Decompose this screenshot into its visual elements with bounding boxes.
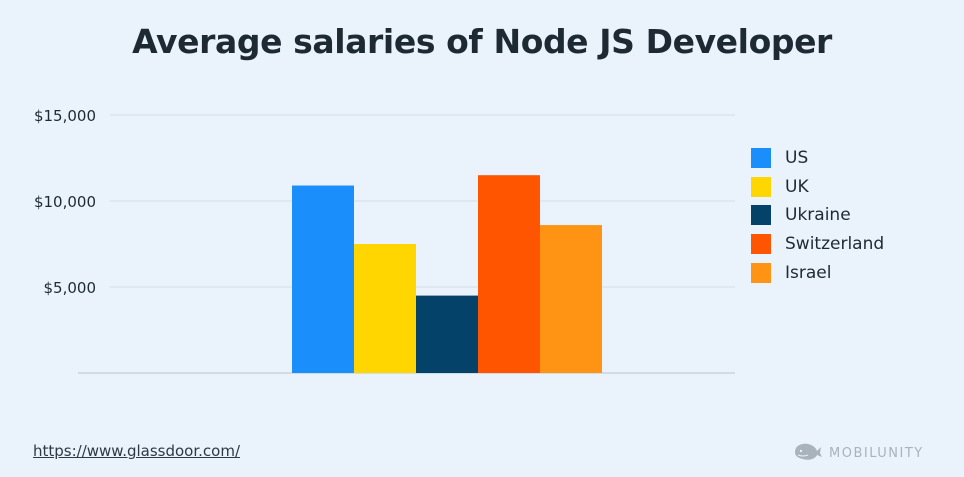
y-tick-label: $10,000	[34, 193, 96, 211]
chart-title: Average salaries of Node JS Developer	[132, 22, 832, 61]
legend-item: Israel	[751, 258, 884, 287]
brand-name: MOBILUNITY	[829, 445, 924, 461]
bar-switzerland	[478, 175, 540, 373]
whale-icon	[793, 440, 823, 466]
legend-swatch	[751, 262, 771, 283]
legend-item: US	[751, 144, 884, 173]
legend-item: UK	[751, 173, 884, 202]
bar-ukraine	[416, 295, 478, 373]
legend-label: Ukraine	[785, 205, 851, 226]
legend-swatch	[751, 148, 771, 169]
brand-logo: MOBILUNITY	[793, 440, 924, 466]
legend-label: Israel	[785, 262, 832, 283]
legend-label: US	[785, 148, 809, 169]
y-tick-label: $15,000	[34, 107, 96, 125]
bar-israel	[540, 225, 602, 373]
y-tick-label: $5,000	[44, 279, 97, 297]
bar-uk	[354, 244, 416, 373]
chart-legend: US UK Ukraine Switzerland Israel	[751, 144, 884, 287]
legend-item: Ukraine	[751, 201, 884, 230]
legend-swatch	[751, 205, 771, 226]
legend-swatch	[751, 176, 771, 197]
legend-label: Switzerland	[785, 234, 885, 255]
bar-us	[292, 185, 354, 373]
legend-item: Switzerland	[751, 230, 884, 259]
legend-label: UK	[785, 176, 809, 197]
source-link[interactable]: https://www.glassdoor.com/	[33, 442, 240, 460]
legend-swatch	[751, 234, 771, 255]
